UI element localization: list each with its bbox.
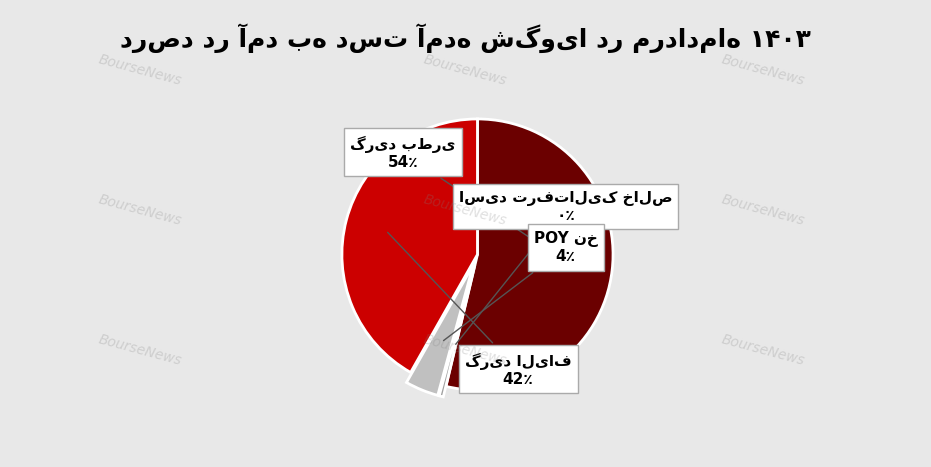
Text: BourseNews: BourseNews (423, 333, 508, 368)
Text: BourseNews: BourseNews (97, 192, 182, 228)
Text: اسید ترفتالیک خالص
۰٪: اسید ترفتالیک خالص ۰٪ (456, 191, 672, 344)
Text: BourseNews: BourseNews (721, 192, 806, 228)
Text: BourseNews: BourseNews (423, 192, 508, 228)
Wedge shape (342, 119, 478, 373)
Text: BourseNews: BourseNews (97, 52, 182, 88)
Text: POY نخ
4٪: POY نخ 4٪ (443, 231, 598, 340)
Text: درصد در آمد به دست آمده شگویا در مردادماه ۱۴۰۳: درصد در آمد به دست آمده شگویا در مردادما… (120, 23, 811, 53)
Text: BourseNews: BourseNews (423, 52, 508, 88)
Text: BourseNews: BourseNews (721, 52, 806, 88)
Wedge shape (407, 264, 473, 396)
Text: BourseNews: BourseNews (97, 333, 182, 368)
Wedge shape (446, 119, 613, 390)
Wedge shape (439, 265, 475, 397)
Text: گرید الیاف
42٪: گرید الیاف 42٪ (387, 232, 572, 387)
Text: BourseNews: BourseNews (721, 333, 806, 368)
Text: گرید بطری
54٪: گرید بطری 54٪ (350, 135, 570, 264)
